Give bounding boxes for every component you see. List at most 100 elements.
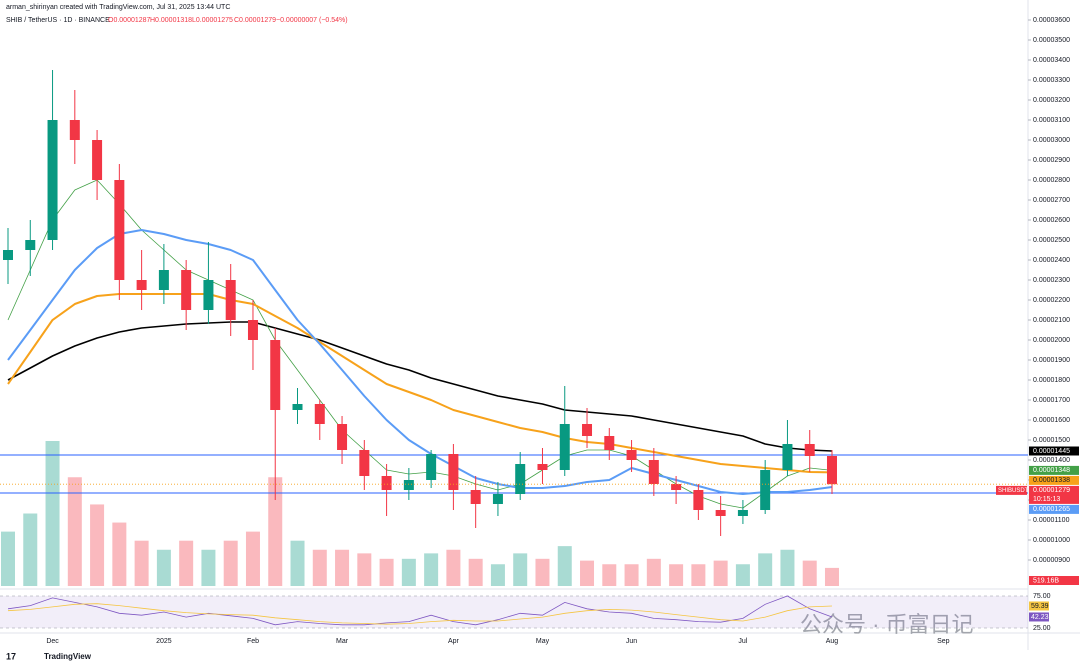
candle-body	[470, 490, 481, 504]
volume-bar	[401, 558, 416, 586]
candle-body	[760, 470, 771, 510]
volume-bar	[602, 564, 617, 586]
candle-body	[136, 280, 147, 290]
caption: arman_shirinyan created with TradingView…	[6, 4, 230, 11]
moving-average	[7, 229, 833, 495]
symbol-box	[996, 485, 1027, 495]
volume-bar	[156, 549, 171, 586]
volume-bar	[23, 513, 38, 586]
volume-bar	[335, 549, 350, 586]
price-label: 0.00001265	[1033, 506, 1070, 513]
candle-body	[737, 510, 748, 516]
x-tick-label: Feb	[247, 638, 259, 645]
y-tick-label: 0.00001400	[1033, 457, 1070, 464]
candle-body	[158, 270, 169, 290]
y-tick-label: 0.00003400	[1033, 57, 1070, 64]
countdown: 10:15:13	[1033, 496, 1060, 503]
volume-bar	[535, 558, 550, 586]
y-tick-label: 0.00003500	[1033, 37, 1070, 44]
y-tick-label: 0.00001700	[1033, 397, 1070, 404]
x-tick-label: Mar	[336, 638, 349, 645]
y-tick-label: 0.00001100	[1033, 517, 1070, 524]
y-tick-label: 0.00002100	[1033, 317, 1070, 324]
price-label: 0.00001348	[1033, 467, 1070, 474]
candle-body	[270, 340, 281, 410]
volume-bar	[557, 546, 572, 586]
candle-body	[225, 280, 236, 320]
x-tick-label: Dec	[46, 638, 59, 645]
candle-body	[47, 120, 58, 240]
volume-bar	[424, 553, 439, 586]
candle-body	[203, 280, 214, 310]
candle-body	[648, 460, 659, 484]
x-tick-label: 2025	[156, 638, 172, 645]
rsi-label-box	[1029, 612, 1049, 622]
y-tick-label: 0.00001900	[1033, 357, 1070, 364]
y-tick-label: 0.00003100	[1033, 117, 1070, 124]
volume-label-box	[1029, 576, 1079, 585]
volume-bar	[90, 504, 105, 586]
candle-body	[559, 424, 570, 470]
candle-body	[671, 484, 682, 490]
candle-body	[826, 456, 837, 485]
volume-bar	[513, 553, 528, 586]
ohlc-value: C0.00001279	[234, 17, 276, 24]
rsi-band	[0, 596, 1028, 628]
candle-body	[292, 404, 303, 410]
volume-bar	[179, 540, 194, 586]
candle-body	[381, 476, 392, 490]
candle-body	[403, 480, 414, 490]
moving-average	[7, 293, 833, 474]
y-tick-label: 0.00002700	[1033, 197, 1070, 204]
x-tick-label: Jun	[626, 638, 637, 645]
moving-average	[7, 321, 833, 452]
y-tick-label: 0.00002800	[1033, 177, 1070, 184]
y-tick-label: 0.00001600	[1033, 417, 1070, 424]
volume-bar	[446, 549, 461, 586]
ohlc-value: O0.00001287	[108, 17, 151, 24]
price-label-box	[1029, 446, 1079, 456]
y-tick-label: 0.00002900	[1033, 157, 1070, 164]
y-tick-label: 0.00002300	[1033, 277, 1070, 284]
x-tick-label: Aug	[826, 638, 839, 645]
rsi-line	[7, 603, 833, 625]
candle-body	[69, 120, 80, 140]
candle-body	[181, 270, 192, 310]
volume-bar	[245, 531, 260, 586]
candle-body	[337, 424, 348, 450]
volume-bar	[45, 441, 60, 586]
candle-body	[804, 444, 815, 456]
brand: TradingView	[44, 652, 92, 661]
ohlc-value: −0.00000007 (−0.54%)	[276, 17, 348, 24]
x-tick-label: Sep	[937, 638, 950, 645]
volume-bar	[1, 531, 15, 586]
y-tick-label: 0.00002200	[1033, 297, 1070, 304]
volume-bar	[357, 553, 372, 586]
price-label: 0.00001445	[1033, 448, 1070, 455]
price-label-box	[1029, 485, 1079, 504]
volume-bar	[624, 564, 639, 586]
rsi-label: 42.23	[1031, 614, 1049, 621]
y-tick-label: 0.00002400	[1033, 257, 1070, 264]
volume-bar	[669, 564, 684, 586]
candle-body	[92, 140, 103, 180]
volume-bar	[268, 477, 283, 586]
rsi-tick-label: 75.00	[1033, 593, 1051, 600]
volume-bar	[379, 558, 394, 586]
volume-bar	[802, 560, 817, 586]
candle-body	[604, 436, 615, 450]
y-tick-label: 0.00002500	[1033, 237, 1070, 244]
price-label: 0.00001338	[1033, 477, 1070, 484]
candle-body	[247, 320, 258, 340]
candle-body	[25, 240, 36, 250]
volume-bar	[468, 558, 483, 586]
volume-bar	[67, 477, 82, 586]
x-tick-label: May	[536, 638, 550, 645]
price-label-box	[1029, 504, 1079, 514]
volume-bar	[134, 540, 149, 586]
volume-bar	[713, 560, 728, 586]
ohlc-value: L0.00001275	[192, 17, 233, 24]
price-label: 0.00001279	[1033, 487, 1070, 494]
volume-bar	[312, 549, 327, 586]
